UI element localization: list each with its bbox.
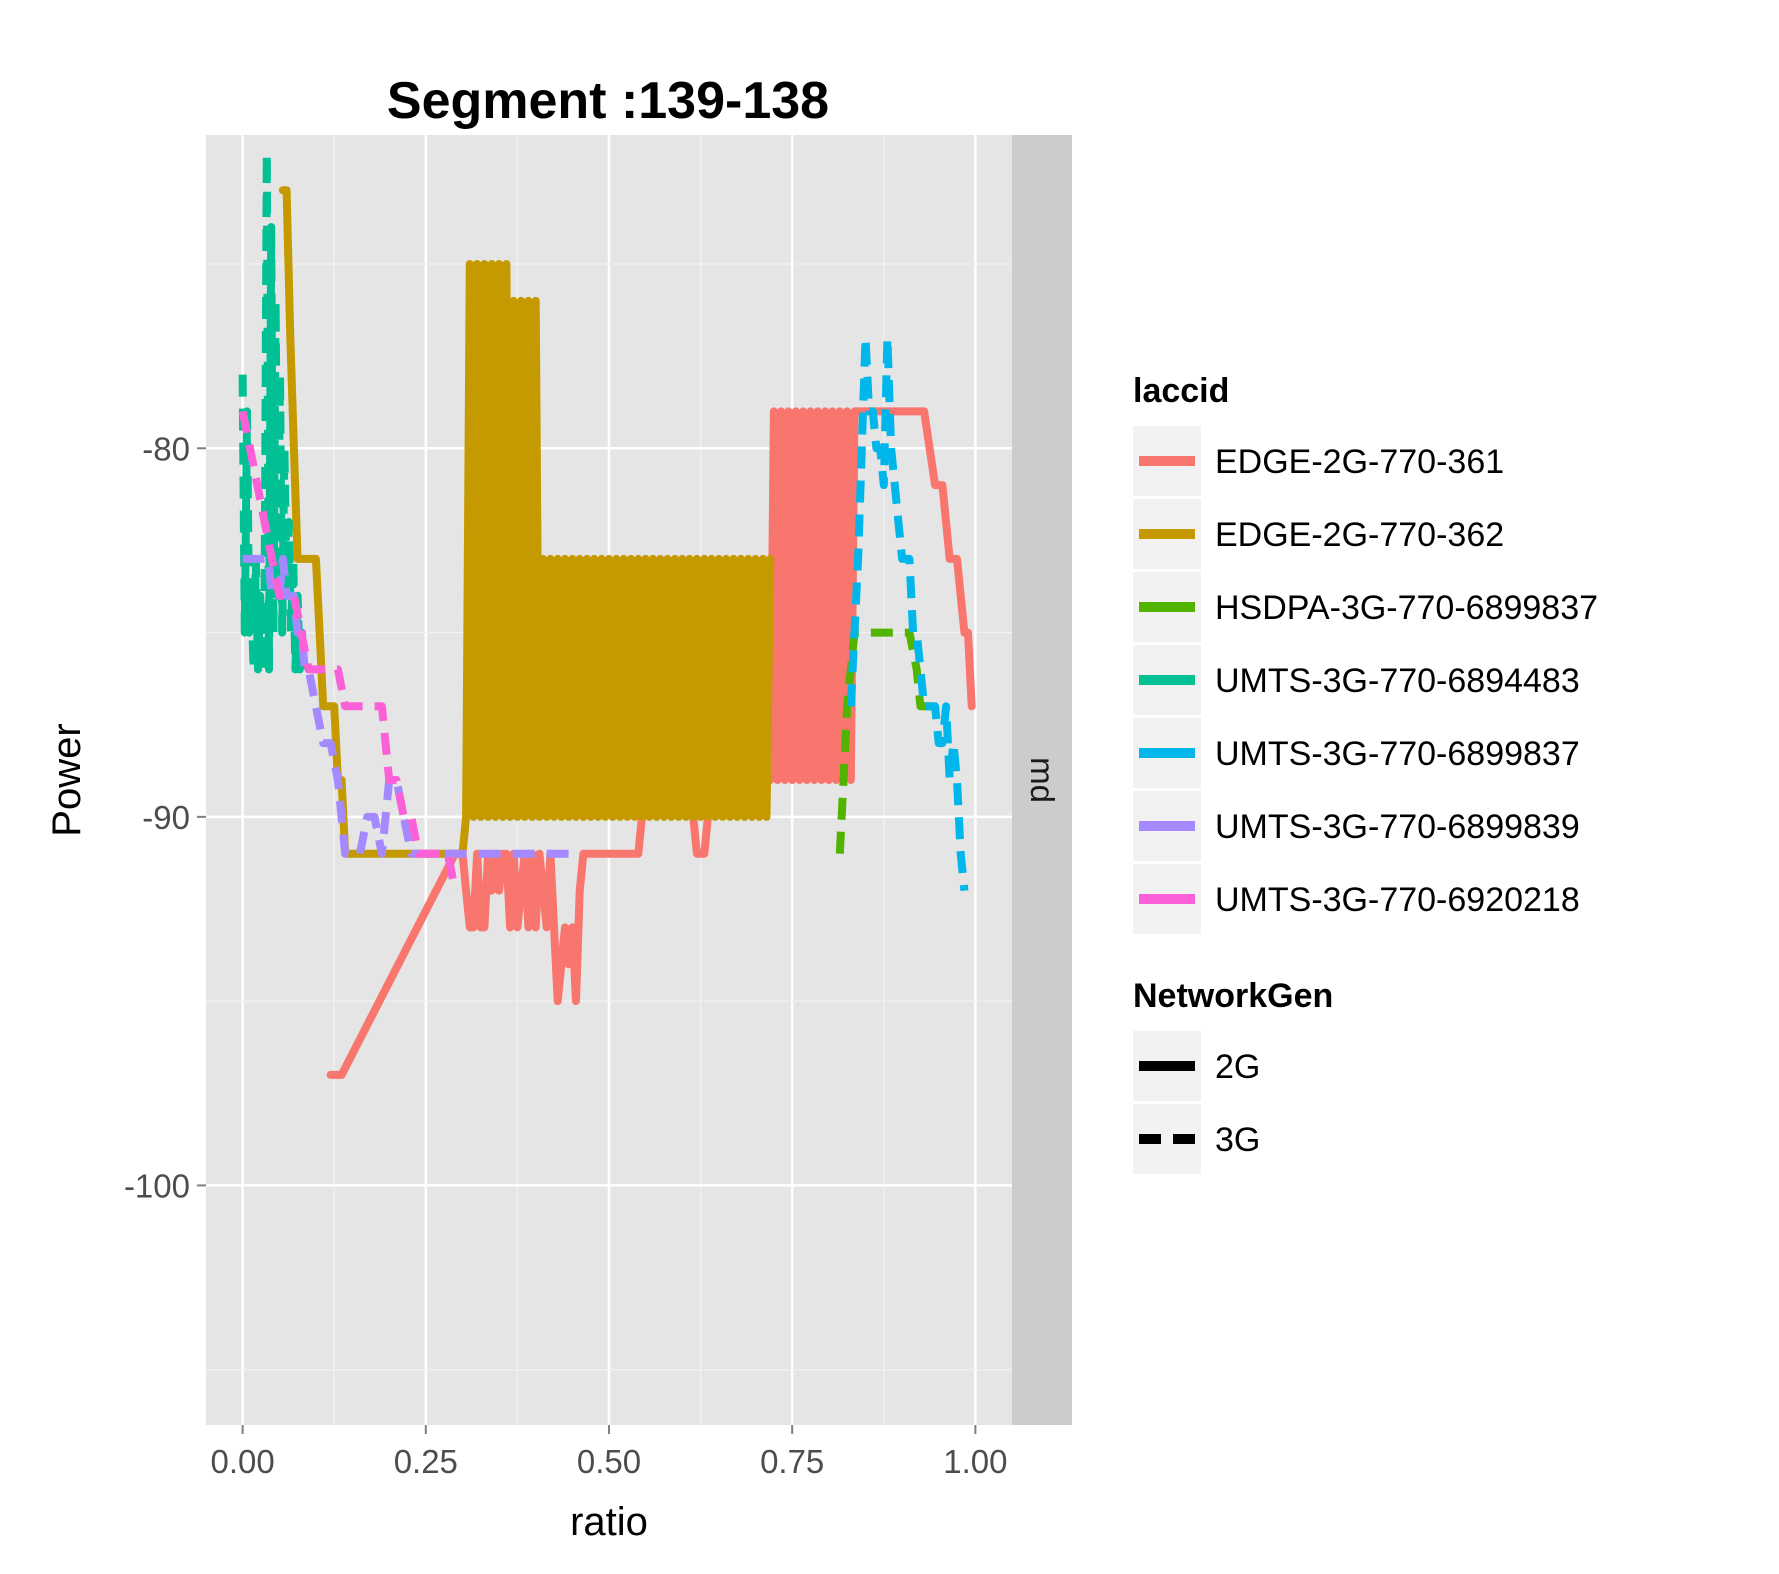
y-tick-label: -80 bbox=[142, 430, 190, 467]
x-tick-label: 1.00 bbox=[943, 1443, 1007, 1480]
legend-label: 3G bbox=[1215, 1121, 1260, 1159]
series-line-4 bbox=[846, 333, 969, 891]
legend-label: UMTS-3G-770-6920218 bbox=[1215, 881, 1580, 919]
x-tick-label: 0.00 bbox=[211, 1443, 275, 1480]
legend-label: UMTS-3G-770-6899839 bbox=[1215, 808, 1580, 846]
series-line-5 bbox=[242, 554, 573, 858]
legend-title-laccid: laccid bbox=[1133, 372, 1229, 410]
legend-label: UMTS-3G-770-6899837 bbox=[1215, 735, 1580, 773]
facet-strip bbox=[1012, 135, 1072, 1425]
legend-label: 2G bbox=[1215, 1048, 1260, 1086]
series-line-1 bbox=[278, 186, 775, 858]
series-layer bbox=[238, 149, 976, 1079]
legend: laccid EDGE-2G-770-361 EDGE-2G-770-362 HSDP… bbox=[1133, 372, 1598, 1174]
legend-label: EDGE-2G-770-361 bbox=[1215, 443, 1504, 481]
facet-strip-label: md bbox=[1024, 757, 1061, 803]
x-axis: 0.00 0.25 0.50 0.75 1.00 bbox=[211, 1425, 1007, 1480]
legend-title-networkgen: NetworkGen bbox=[1133, 977, 1333, 1015]
chart-title: Segment :139-138 bbox=[387, 72, 829, 130]
y-tick-label: -100 bbox=[124, 1167, 190, 1204]
x-tick-label: 0.50 bbox=[577, 1443, 641, 1480]
y-axis: -80 -90 -100 bbox=[124, 430, 206, 1204]
series-line-2 bbox=[835, 628, 939, 854]
x-tick-label: 0.25 bbox=[394, 1443, 458, 1480]
series-line-6 bbox=[238, 410, 460, 892]
x-axis-title: ratio bbox=[570, 1500, 648, 1544]
legend-label: HSDPA-3G-770-6899837 bbox=[1215, 589, 1598, 627]
x-tick-label: 0.75 bbox=[760, 1443, 824, 1480]
legend-label: EDGE-2G-770-362 bbox=[1215, 516, 1504, 554]
y-axis-title: Power bbox=[45, 723, 89, 836]
y-tick-label: -90 bbox=[142, 799, 190, 836]
legend-label: UMTS-3G-770-6894483 bbox=[1215, 662, 1580, 700]
